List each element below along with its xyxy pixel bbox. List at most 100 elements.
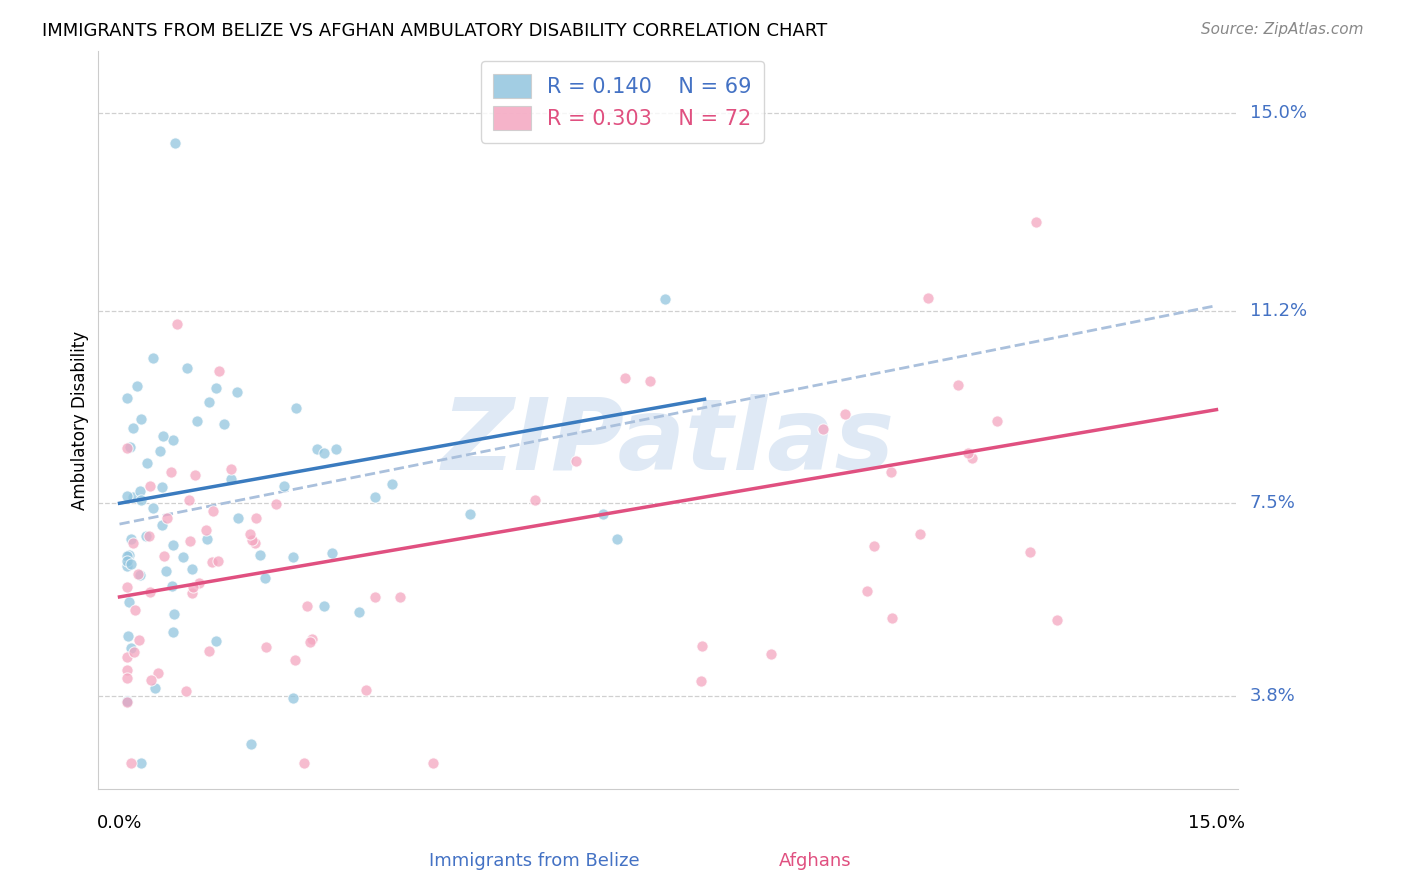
Point (986, 414, 1008, 428)
Point (207, 364, 229, 378)
Point (117, 629, 139, 643)
Point (273, 478, 295, 492)
Point (957, 446, 980, 460)
Point (882, 611, 904, 625)
Point (118, 595, 141, 609)
Point (910, 527, 932, 541)
Point (195, 533, 218, 547)
Point (152, 429, 174, 443)
Point (136, 456, 159, 470)
Point (122, 645, 145, 659)
Point (1045, 613, 1067, 627)
Point (240, 533, 263, 547)
Point (198, 395, 221, 409)
Point (381, 476, 404, 491)
Point (606, 532, 628, 546)
Text: Source: ZipAtlas.com: Source: ZipAtlas.com (1201, 22, 1364, 37)
Point (138, 529, 160, 543)
Point (254, 640, 277, 654)
Point (172, 549, 194, 564)
Point (219, 472, 242, 486)
Point (156, 511, 179, 525)
Point (1019, 545, 1042, 559)
Point (120, 641, 142, 656)
Point (314, 599, 336, 614)
Point (834, 407, 856, 421)
Point (142, 351, 165, 366)
Point (284, 653, 307, 667)
Point (305, 442, 328, 456)
Point (1025, 215, 1047, 229)
Point (855, 584, 877, 599)
Point (205, 381, 228, 395)
Point (139, 584, 162, 599)
Point (176, 360, 198, 375)
Point (120, 756, 142, 771)
Point (321, 545, 343, 559)
Point (128, 484, 150, 499)
Point (139, 673, 162, 687)
Text: 7.5%: 7.5% (1250, 494, 1295, 512)
Point (142, 500, 165, 515)
Point (614, 371, 637, 385)
Text: 15.0%: 15.0% (1250, 104, 1306, 122)
Point (195, 523, 218, 537)
Point (115, 663, 138, 677)
Text: 15.0%: 15.0% (1188, 814, 1244, 832)
Point (212, 417, 235, 431)
Point (160, 579, 183, 593)
Legend: R = 0.140    N = 69, R = 0.303    N = 72: R = 0.140 N = 69, R = 0.303 N = 72 (481, 61, 765, 143)
Point (131, 756, 153, 771)
Point (389, 590, 412, 604)
Point (917, 291, 939, 305)
Point (162, 538, 184, 552)
Point (638, 374, 661, 388)
Point (115, 671, 138, 685)
Point (118, 548, 141, 562)
Point (292, 756, 315, 771)
Point (180, 586, 202, 600)
Point (129, 412, 152, 426)
Point (120, 440, 142, 454)
Point (166, 317, 188, 331)
Point (863, 539, 886, 553)
Point (115, 553, 138, 567)
Point (163, 607, 186, 622)
Point (201, 555, 224, 569)
Point (162, 433, 184, 447)
Text: 0.0%: 0.0% (97, 814, 142, 832)
Point (115, 391, 138, 405)
Point (283, 550, 305, 565)
Point (245, 511, 267, 525)
Point (148, 443, 170, 458)
Text: Afghans: Afghans (779, 852, 852, 870)
Point (253, 571, 276, 585)
Text: 3.8%: 3.8% (1250, 687, 1295, 705)
Point (148, 666, 170, 681)
Point (124, 603, 146, 617)
Point (204, 633, 226, 648)
Point (115, 549, 138, 563)
Point (592, 507, 614, 521)
Point (120, 533, 142, 547)
Point (115, 649, 138, 664)
Point (160, 465, 183, 479)
Point (115, 694, 138, 708)
Point (127, 566, 149, 581)
Point (299, 634, 322, 648)
Point (239, 526, 262, 541)
Point (565, 454, 588, 468)
Point (163, 136, 186, 150)
Point (880, 465, 903, 479)
Point (813, 422, 835, 436)
Point (122, 490, 145, 504)
Point (183, 467, 205, 482)
Point (128, 633, 150, 648)
Text: IMMIGRANTS FROM BELIZE VS AFGHAN AMBULATORY DISABILITY CORRELATION CHART: IMMIGRANTS FROM BELIZE VS AFGHAN AMBULAT… (42, 22, 827, 40)
Point (759, 647, 782, 661)
Point (174, 683, 197, 698)
Point (152, 480, 174, 494)
Text: Immigrants from Belize: Immigrants from Belize (429, 852, 640, 870)
Point (249, 548, 271, 562)
Point (121, 421, 143, 435)
